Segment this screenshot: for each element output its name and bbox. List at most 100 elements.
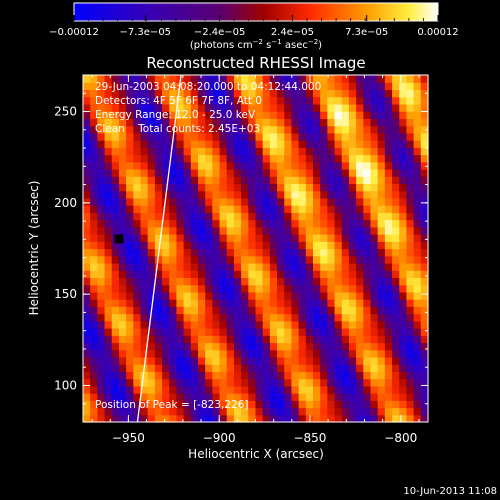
heatmap-cell <box>241 205 249 213</box>
heatmap-cell <box>406 328 415 336</box>
heatmap-cell <box>313 407 321 416</box>
heatmap-cell <box>212 400 221 409</box>
heatmap-cell <box>198 385 206 394</box>
heatmap-cell <box>176 378 185 387</box>
heatmap-cell <box>334 103 343 112</box>
heatmap-cell <box>341 385 350 394</box>
heatmap-cell <box>320 255 328 264</box>
heatmap-cell <box>420 82 429 91</box>
heatmap-cell <box>262 197 271 206</box>
heatmap-cell <box>198 378 206 387</box>
heatmap-cell <box>190 371 199 380</box>
heatmap-cell <box>169 125 178 134</box>
heatmap-cell <box>356 393 364 401</box>
heatmap-cell <box>205 335 213 344</box>
heatmap-cell <box>212 125 221 134</box>
heatmap-cell <box>377 183 386 192</box>
heatmap-cell <box>334 241 343 250</box>
heatmap-cell <box>320 270 328 279</box>
heatmap-cell <box>363 270 372 279</box>
heatmap-cell <box>298 226 307 235</box>
heatmap-cell <box>370 176 379 185</box>
heatmap-cell <box>233 270 242 279</box>
heatmap-cell <box>97 299 106 307</box>
heatmap-cell <box>255 147 264 156</box>
heatmap-cell <box>140 400 149 409</box>
heatmap-cell <box>118 335 127 344</box>
heatmap-cell <box>241 125 249 134</box>
heatmap-cell <box>255 371 264 380</box>
heatmap-cell <box>248 103 257 112</box>
heatmap-cell <box>377 299 386 307</box>
heatmap-cell <box>291 82 300 91</box>
heatmap-cell <box>363 335 372 344</box>
heatmap-cell <box>90 125 98 134</box>
heatmap-cell <box>284 262 293 271</box>
heatmap-cell <box>284 103 293 112</box>
heatmap-cell <box>111 197 120 206</box>
heatmap-cell <box>255 125 264 134</box>
heatmap-cell <box>90 176 98 185</box>
heatmap-cell <box>248 371 257 380</box>
heatmap-cell <box>154 132 163 141</box>
heatmap-cell <box>334 96 343 105</box>
heatmap-cell <box>169 75 178 83</box>
heatmap-cell <box>219 96 228 105</box>
heatmap-cell <box>190 103 199 112</box>
heatmap-cell <box>169 255 178 264</box>
heatmap-cell <box>118 75 127 83</box>
heatmap-cell <box>291 291 300 300</box>
heatmap-cell <box>154 320 163 329</box>
heatmap-cell <box>262 212 271 221</box>
heatmap-cell <box>399 89 408 98</box>
heatmap-cell <box>83 241 91 250</box>
heatmap-cell <box>205 414 213 423</box>
heatmap-cell <box>162 328 170 336</box>
heatmap-cell <box>313 284 321 293</box>
heatmap-cell <box>348 176 357 185</box>
heatmap-cell <box>154 299 163 307</box>
heatmap-cell <box>392 378 400 387</box>
heatmap-cell <box>284 407 293 416</box>
annotation-detectors: Detectors: 4F 5F 6F 7F 8F, Att 0 <box>95 95 262 107</box>
heatmap-cell <box>277 284 285 293</box>
heatmap-cell <box>284 118 293 127</box>
heatmap-cell <box>348 183 357 192</box>
heatmap-cell <box>126 385 134 394</box>
heatmap-cell <box>341 349 350 358</box>
heatmap-cell <box>370 234 379 242</box>
heatmap-cell <box>154 342 163 351</box>
heatmap-cell <box>83 118 91 127</box>
heatmap-cell <box>162 393 170 401</box>
heatmap-cell <box>118 400 127 409</box>
heatmap-cell <box>269 161 278 170</box>
heatmap-cell <box>305 248 314 257</box>
heatmap-cell <box>169 234 178 242</box>
heatmap-cell <box>284 205 293 213</box>
heatmap-cell <box>277 393 285 401</box>
heatmap-cell <box>320 226 328 235</box>
heatmap-cell <box>183 89 192 98</box>
heatmap-cell <box>205 306 213 315</box>
heatmap-cell <box>313 176 321 185</box>
heatmap-cell <box>226 385 235 394</box>
heatmap-cell <box>341 168 350 177</box>
heatmap-cell <box>190 364 199 372</box>
heatmap-cell <box>377 219 386 228</box>
heatmap-cell <box>255 219 264 228</box>
heatmap-cell <box>348 313 357 322</box>
heatmap-cell <box>212 342 221 351</box>
heatmap-cell <box>83 176 91 185</box>
heatmap-cell <box>305 132 314 141</box>
heatmap-cell <box>219 407 228 416</box>
heatmap-cell <box>384 111 393 119</box>
heatmap-cell <box>205 197 213 206</box>
heatmap-cell <box>241 161 249 170</box>
heatmap-cell <box>413 342 422 351</box>
heatmap-cell <box>348 393 357 401</box>
heatmap-cell <box>111 125 120 134</box>
heatmap-cell <box>341 205 350 213</box>
heatmap-cell <box>226 342 235 351</box>
heatmap-cell <box>212 320 221 329</box>
heatmap-cell <box>348 356 357 365</box>
